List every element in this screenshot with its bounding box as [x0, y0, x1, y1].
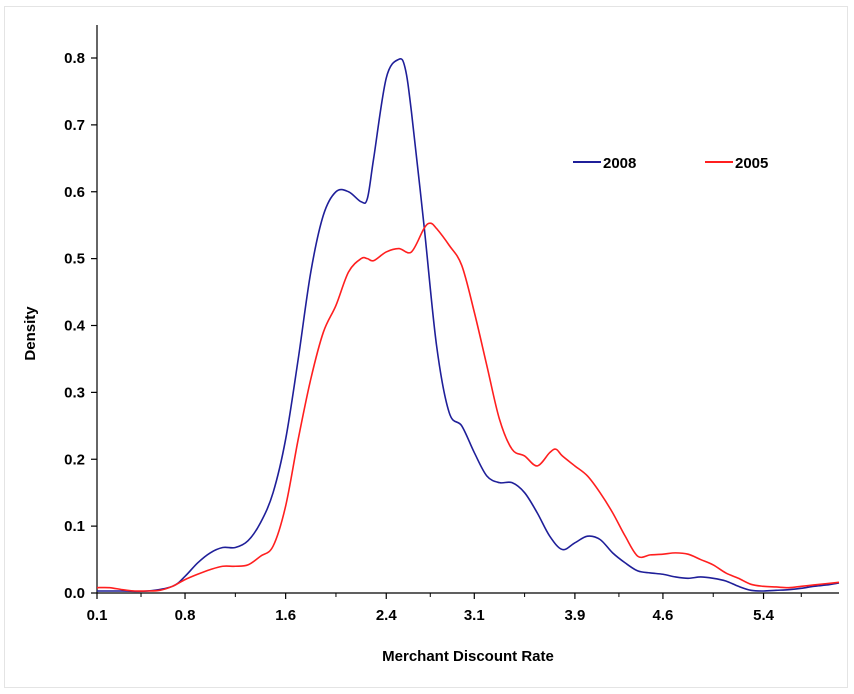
y-tick-label: 0.1	[64, 518, 85, 535]
legend-label-2005: 2005	[735, 155, 768, 172]
y-tick-label: 0.0	[64, 585, 85, 602]
x-tick-label: 5.4	[753, 607, 775, 624]
x-tick-label: 2.4	[376, 607, 398, 624]
y-axis-title: Density	[22, 306, 39, 361]
x-axis-title: Merchant Discount Rate	[382, 648, 554, 665]
x-tick-label: 1.6	[275, 607, 296, 624]
x-tick-label: 4.6	[653, 607, 674, 624]
series-layer	[96, 57, 840, 593]
series-line-2005	[96, 222, 840, 592]
y-tick-label: 0.8	[64, 50, 85, 67]
x-tick-label: 3.9	[564, 607, 585, 624]
legend-label-2008: 2008	[603, 155, 636, 172]
density-chart: 0.00.10.20.30.40.50.60.70.80.1 0.8 1.6 2.4 3…	[22, 25, 840, 665]
y-tick-label: 0.4	[64, 318, 86, 335]
y-tick-label: 0.6	[64, 184, 85, 201]
chart-frame: 0.0 0.1 0.2 0.3 0.4 0.5 0.6 0.7 0.8 0.1 0.8 1.6 2.4 3…	[4, 6, 848, 688]
y-tick-label: 0.3	[64, 384, 85, 401]
legend: 2008 2005	[573, 155, 768, 172]
axes-layer: 0.00.10.20.30.40.50.60.70.80.1 0.8 1.6 2.4 3…	[64, 25, 839, 624]
x-tick-label: 3.1	[464, 607, 485, 624]
y-tick-label: 0.7	[64, 117, 85, 134]
x-tick-label: 0.8	[175, 607, 196, 624]
x-tick-label: 0.1	[87, 607, 108, 624]
series-line-2008	[97, 57, 840, 593]
y-tick-label: 0.5	[64, 251, 85, 268]
y-tick-label: 0.2	[64, 451, 85, 468]
